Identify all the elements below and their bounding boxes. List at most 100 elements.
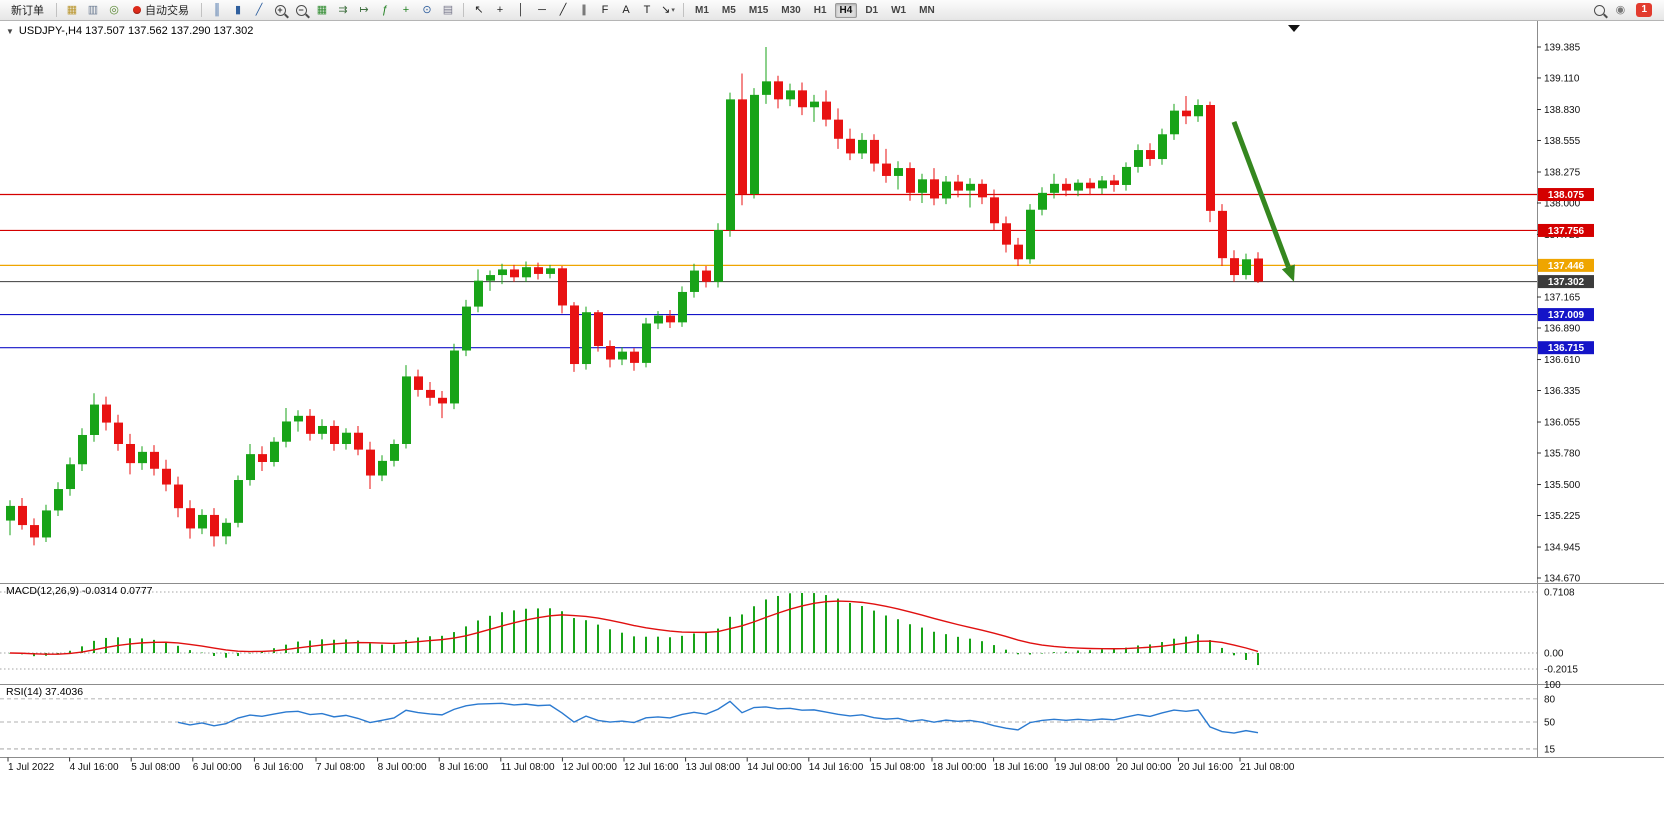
candlestick-series: [6, 47, 1263, 547]
timeframe-group: M1 M5 M15 M30 H1 H4 D1 W1 MN: [689, 2, 941, 18]
zoom-in-icon[interactable]: +: [270, 1, 290, 19]
svg-text:138.555: 138.555: [1544, 136, 1581, 147]
svg-text:7 Jul 08:00: 7 Jul 08:00: [316, 762, 365, 773]
chart-shift-marker-icon: [1288, 25, 1300, 32]
chart-canvas: 139.385 139.110 138.830 138.555 138.275 138.0…: [0, 21, 1664, 773]
timeframe-d1-button[interactable]: D1: [865, 4, 879, 16]
vertical-line-icon[interactable]: │: [517, 3, 525, 16]
channel-icon[interactable]: ∥: [581, 3, 587, 16]
time-axis: 1 Jul 2022 4 Jul 16:00 5 Jul 08:00 6 Jul 00…: [7, 757, 1295, 773]
line-chart-icon[interactable]: ╱: [255, 3, 263, 16]
main-toolbar: 新订单 ▦ ▥ ◎ 自动交易 ║ ▮ ╱ + − ▦ ⇉ ↦ ƒ + ⊙ ▤ ↖ + │ ─ ╱ ∥ F A T ↘ ▾ M1…: [0, 0, 1664, 21]
chart-area[interactable]: 139.385 139.110 138.830 138.555 138.275 138.0…: [0, 21, 1664, 831]
data-window-icon[interactable]: ◎: [109, 3, 119, 16]
new-order-button[interactable]: 新订单: [4, 0, 51, 20]
svg-text:137.446: 137.446: [1548, 261, 1585, 272]
chart-title-text: USDJPY-,H4 137.507 137.562 137.290 137.3…: [18, 25, 254, 37]
add-indicator-icon[interactable]: +: [402, 3, 410, 16]
rsi-label: RSI(14) 37.4036: [6, 686, 84, 698]
file-icons-group: ▦ ▥ ◎: [62, 1, 124, 19]
svg-text:136.335: 136.335: [1544, 386, 1581, 397]
arrows-icon[interactable]: ↘ ▾: [661, 3, 675, 16]
timeframe-m5-button[interactable]: M5: [721, 4, 736, 16]
svg-text:138.075: 138.075: [1548, 190, 1585, 201]
auto-scroll-icon[interactable]: ⇉: [338, 3, 348, 16]
toolbar-separator: [463, 3, 464, 17]
svg-text:6 Jul 16:00: 6 Jul 16:00: [254, 762, 303, 773]
svg-text:136.055: 136.055: [1544, 418, 1581, 429]
svg-text:8 Jul 16:00: 8 Jul 16:00: [439, 762, 488, 773]
svg-text:12 Jul 00:00: 12 Jul 00:00: [562, 762, 617, 773]
chart-tools-group: ║ ▮ ╱ + − ▦ ⇉ ↦ ƒ + ⊙ ▤: [207, 1, 458, 19]
svg-text:138.275: 138.275: [1544, 168, 1581, 179]
fibonacci-icon[interactable]: F: [601, 3, 609, 16]
svg-text:135.500: 135.500: [1544, 480, 1581, 491]
auto-trading-button[interactable]: 自动交易: [126, 0, 196, 20]
text-icon[interactable]: A: [622, 3, 630, 16]
crosshair-icon[interactable]: +: [496, 3, 504, 16]
timeframe-h1-button[interactable]: H1: [813, 4, 827, 16]
toolbar-separator: [56, 3, 57, 17]
toolbar-separator: [683, 3, 684, 17]
svg-text:136.610: 136.610: [1544, 355, 1581, 366]
svg-text:138.000: 138.000: [1544, 198, 1581, 209]
cursor-icon[interactable]: ↖: [474, 3, 484, 16]
macd-signal-line: [9, 600, 1259, 655]
horizontal-line-icon[interactable]: ─: [538, 3, 546, 16]
svg-text:0.7108: 0.7108: [1544, 588, 1575, 599]
label-icon[interactable]: T: [643, 3, 651, 16]
timeframe-h4-button[interactable]: H4: [834, 2, 858, 18]
zoom-out-icon[interactable]: −: [291, 1, 311, 19]
svg-text:134.670: 134.670: [1544, 574, 1581, 585]
svg-text:8 Jul 00:00: 8 Jul 00:00: [378, 762, 427, 773]
svg-text:138.830: 138.830: [1544, 105, 1581, 116]
svg-text:13 Jul 08:00: 13 Jul 08:00: [686, 762, 741, 773]
svg-text:12 Jul 16:00: 12 Jul 16:00: [624, 762, 679, 773]
auto-trading-status-icon: [133, 6, 141, 14]
auto-trading-label: 自动交易: [145, 5, 189, 17]
svg-text:6 Jul 00:00: 6 Jul 00:00: [193, 762, 242, 773]
timeframe-mn-button[interactable]: MN: [919, 4, 935, 16]
svg-text:20 Jul 00:00: 20 Jul 00:00: [1117, 762, 1172, 773]
indicators-icon[interactable]: ƒ: [381, 3, 389, 16]
horizontal-levels: 138.075 137.756 137.446 137.302 137.009 136.7…: [0, 188, 1594, 355]
candlestick-chart-icon[interactable]: ▮: [234, 3, 242, 16]
svg-text:-0.2015: -0.2015: [1544, 665, 1578, 676]
trend-arrow-annotation[interactable]: [1231, 121, 1295, 282]
svg-text:20 Jul 16:00: 20 Jul 16:00: [1178, 762, 1233, 773]
chart-shift-icon[interactable]: ↦: [359, 3, 369, 16]
timeframe-m1-button[interactable]: M1: [695, 4, 709, 16]
svg-text:21 Jul 08:00: 21 Jul 08:00: [1240, 762, 1295, 773]
svg-text:134.945: 134.945: [1544, 543, 1581, 554]
search-icon[interactable]: [1589, 1, 1609, 19]
chart-title: ▼ USDJPY-,H4 137.507 137.562 137.290 137…: [6, 25, 253, 37]
chart-dropdown-icon[interactable]: ▼: [6, 26, 14, 36]
community-icon[interactable]: ◉: [1615, 3, 1626, 16]
notification-badge[interactable]: 1: [1636, 3, 1652, 17]
svg-text:136.890: 136.890: [1544, 323, 1581, 334]
svg-text:136.715: 136.715: [1548, 343, 1585, 354]
bar-chart-icon[interactable]: ║: [213, 3, 221, 16]
right-icons-group: ◉: [1589, 1, 1630, 19]
svg-text:50: 50: [1544, 718, 1556, 729]
svg-text:5 Jul 08:00: 5 Jul 08:00: [131, 762, 180, 773]
timeframes-icon[interactable]: ⊙: [422, 3, 432, 16]
svg-text:137.165: 137.165: [1544, 293, 1581, 304]
svg-text:0.00: 0.00: [1544, 649, 1564, 660]
timeframe-m30-button[interactable]: M30: [781, 4, 801, 16]
timeframe-w1-button[interactable]: W1: [891, 4, 907, 16]
svg-text:1 Jul 2022: 1 Jul 2022: [8, 762, 55, 773]
profiles-icon[interactable]: ▥: [87, 3, 99, 16]
macd-histogram: [9, 593, 1259, 666]
new-chart-icon[interactable]: ▦: [66, 3, 78, 16]
new-order-label: 新订单: [11, 5, 44, 17]
svg-text:139.385: 139.385: [1544, 43, 1581, 54]
svg-text:80: 80: [1544, 694, 1556, 705]
svg-text:18 Jul 00:00: 18 Jul 00:00: [932, 762, 987, 773]
snapshot-icon[interactable]: ▤: [442, 3, 454, 16]
tile-windows-icon[interactable]: ▦: [316, 3, 328, 16]
trendline-icon[interactable]: ╱: [559, 3, 567, 16]
svg-text:137.302: 137.302: [1548, 277, 1585, 288]
timeframe-m15-button[interactable]: M15: [748, 4, 769, 16]
